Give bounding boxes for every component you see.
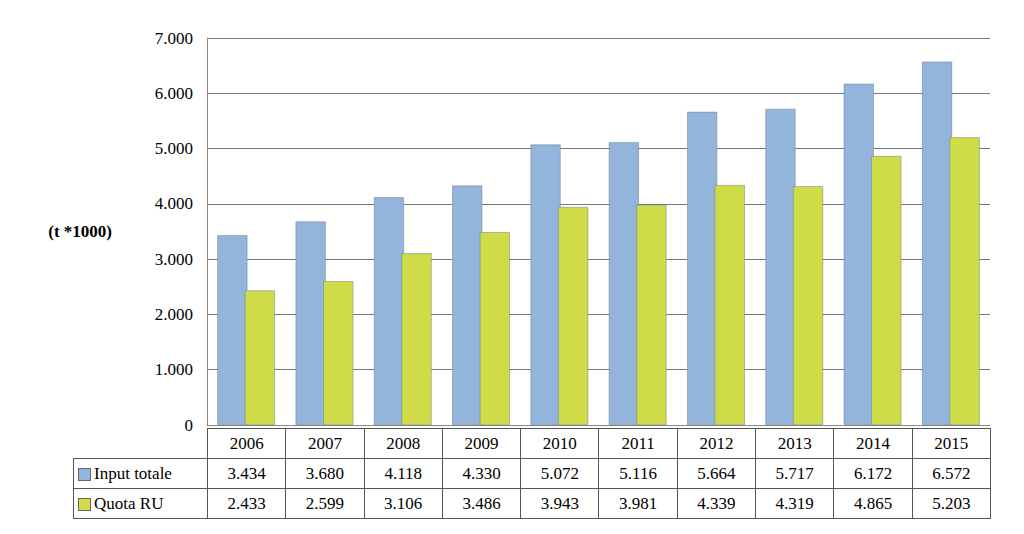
svg-text:2.000: 2.000 (155, 305, 193, 324)
html-text:2.599: 2.599 (305, 493, 345, 513)
html-text:4.339: 4.339 (697, 493, 736, 513)
html-text:2010: 2010 (542, 433, 577, 453)
svg-text:3.000: 3.000 (155, 250, 193, 269)
svg-text:7.000: 7.000 (155, 29, 193, 48)
html-text:6.172: 6.172 (853, 463, 893, 483)
svg-text:(t *1000): (t *1000) (48, 222, 112, 241)
html-text:6.572: 6.572 (932, 463, 971, 483)
html-text:2.433: 2.433 (227, 493, 266, 513)
html-text:2012: 2012 (699, 433, 734, 453)
html-text:2006: 2006 (229, 433, 264, 453)
svg-text:6.000: 6.000 (155, 84, 193, 103)
html-text:3.680: 3.680 (305, 463, 345, 483)
html-text:3.943: 3.943 (540, 493, 579, 513)
html-text:2009: 2009 (464, 433, 499, 453)
html-text:4.118: 4.118 (384, 463, 422, 483)
html-text:5.203: 5.203 (932, 493, 971, 513)
html-text:3.981: 3.981 (619, 493, 658, 513)
html-text:2015: 2015 (934, 433, 969, 453)
html-text:4.865: 4.865 (853, 493, 893, 513)
html-text:3.486: 3.486 (462, 493, 501, 513)
html-text:Quota RU: Quota RU (94, 493, 164, 513)
svg-text:1.000: 1.000 (155, 360, 193, 379)
html-text:5.116: 5.116 (619, 463, 657, 483)
html-text:4.330: 4.330 (462, 463, 501, 483)
html-text:3.434: 3.434 (227, 463, 266, 483)
html-text:2007: 2007 (307, 433, 342, 453)
html-text:2013: 2013 (777, 433, 812, 453)
html-text:5.664: 5.664 (697, 463, 736, 483)
html-text:3.106: 3.106 (384, 493, 423, 513)
html-text:2008: 2008 (386, 433, 421, 453)
svg-text:5.000: 5.000 (155, 139, 193, 158)
html-text:2011: 2011 (621, 433, 655, 453)
svg-text:0: 0 (185, 416, 194, 435)
svg-text:4.000: 4.000 (155, 194, 193, 213)
html-text:5.717: 5.717 (775, 463, 814, 483)
html-text:5.072: 5.072 (540, 463, 579, 483)
html-text:2014: 2014 (856, 433, 890, 453)
html-text:Input totale: Input totale (94, 463, 172, 483)
html-text:4.319: 4.319 (775, 493, 814, 513)
